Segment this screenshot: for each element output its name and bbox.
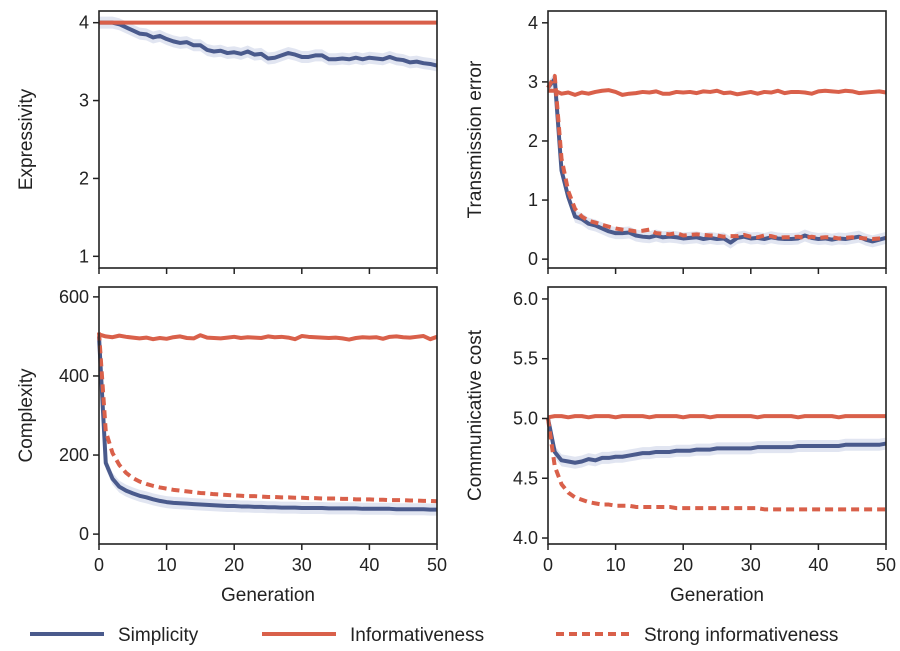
x-tick-label: 50 — [876, 555, 896, 575]
legend-label-simplicity: Simplicity — [118, 625, 199, 646]
y-tick-label: 0 — [79, 524, 89, 544]
panel-bottom-left: 0 200 400 600 0 10 20 30 40 50 Complexity Generatio… — [16, 286, 447, 606]
series-line-simplicity — [97, 336, 437, 512]
x-tick-label: 50 — [427, 555, 447, 575]
x-tick-label: 30 — [741, 555, 761, 575]
series-line-informativeness — [548, 88, 887, 97]
x-tick-label: 30 — [292, 555, 312, 575]
x-axis-label: Generation — [670, 585, 764, 606]
panel-top-right: 0 1 2 3 4 Transmission error — [465, 10, 887, 274]
panel-bottom-right: 4.0 4.5 5.0 5.5 6.0 0 10 20 30 40 50 Communicative … — [465, 286, 896, 606]
y-tick-label: 1 — [79, 246, 89, 266]
y-axis-label: Transmission error — [465, 60, 486, 218]
x-tick-label: 20 — [673, 555, 693, 575]
y-tick-label: 4.0 — [513, 528, 538, 548]
series-line-simplicity — [546, 76, 887, 245]
y-tick-label: 2 — [79, 168, 89, 188]
series-line-simplicity — [546, 418, 887, 465]
legend-label-informativeness: Informativeness — [350, 625, 484, 646]
y-tick-label: 5.0 — [513, 408, 538, 428]
series-line-informativeness — [547, 414, 886, 420]
axes-frame — [98, 286, 438, 545]
x-tick-label: 20 — [224, 555, 244, 575]
band-simplicity — [99, 16, 437, 72]
axes-frame — [98, 10, 438, 269]
y-tick-label: 6.0 — [513, 289, 538, 309]
panel-top-left: 1 2 3 4 Expressivity — [16, 10, 438, 274]
y-axis-label: Complexity — [16, 368, 37, 462]
x-tick-label: 40 — [359, 555, 379, 575]
y-tick-label: 4 — [528, 13, 538, 33]
series-line-strong-informativeness — [546, 418, 886, 512]
band-simplicity — [548, 72, 886, 249]
y-tick-label: 200 — [59, 445, 89, 465]
x-tick-label: 0 — [543, 555, 553, 575]
y-axis-label: Communicative cost — [465, 329, 486, 501]
y-tick-label: 1 — [528, 190, 538, 210]
band-simplicity — [99, 330, 437, 516]
axes-frame — [547, 10, 887, 269]
y-tick-label: 400 — [59, 366, 89, 386]
axes-frame — [547, 286, 887, 545]
series-line-strong-informativeness — [97, 332, 438, 504]
y-tick-label: 4 — [79, 13, 89, 33]
series-line-simplicity — [99, 20, 438, 68]
y-axis-label: Expressivity — [16, 88, 37, 190]
y-tick-label: 5.5 — [513, 349, 538, 369]
y-tick-label: 2 — [528, 131, 538, 151]
x-tick-label: 40 — [808, 555, 828, 575]
y-tick-label: 600 — [59, 287, 89, 307]
series-line-informativeness — [98, 332, 438, 342]
x-tick-label: 10 — [157, 555, 177, 575]
y-tick-label: 0 — [528, 249, 538, 269]
legend-label-strong-informativeness: Strong informativeness — [644, 625, 838, 646]
y-tick-label: 3 — [528, 72, 538, 92]
legend: Simplicity Informativeness Strong inform… — [30, 625, 838, 646]
x-tick-label: 0 — [94, 555, 104, 575]
y-tick-label: 4.5 — [513, 468, 538, 488]
x-tick-label: 10 — [606, 555, 626, 575]
x-axis-label: Generation — [221, 585, 315, 606]
series-line-strong-informativeness — [546, 73, 887, 242]
y-tick-label: 3 — [79, 91, 89, 111]
